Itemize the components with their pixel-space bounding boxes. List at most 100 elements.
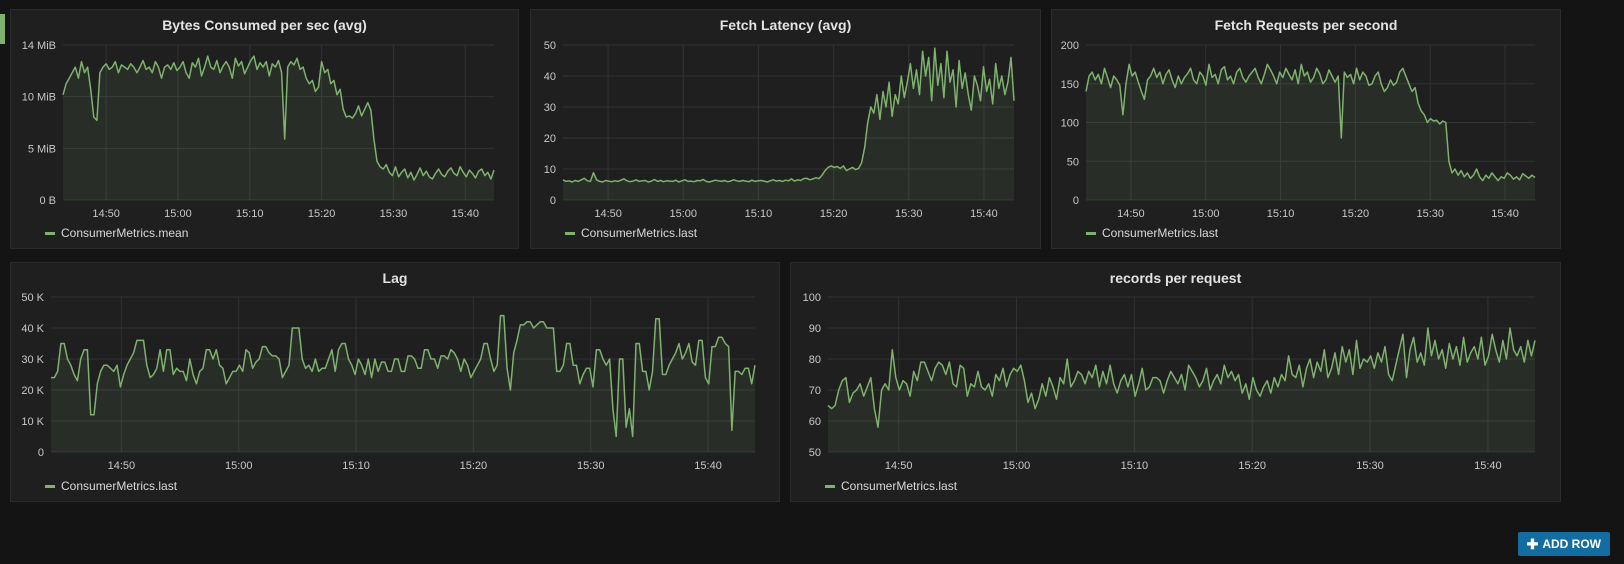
panel-records-per-request: records per request 50 60 70 80 90 100 14:50 15… (790, 262, 1561, 502)
x-tick-label: 15:20 (460, 460, 488, 472)
x-tick-label: 15:20 (820, 208, 848, 220)
series-line (1085, 63, 1536, 182)
y-tick-label: 50 K (21, 292, 44, 304)
panel-title[interactable]: Fetch Requests per second (1214, 17, 1398, 33)
y-tick-label: 90 (809, 323, 821, 335)
y-tick-label: 10 (544, 164, 556, 176)
y-tick-label: 150 (1061, 79, 1079, 91)
series-line (827, 327, 1536, 428)
y-tick-label: 0 B (39, 195, 56, 207)
y-tick-label: 200 (1061, 40, 1079, 52)
panel-title[interactable]: Bytes Consumed per sec (avg) (162, 17, 367, 33)
x-tick-label: 14:50 (885, 460, 913, 472)
y-tick-label: 0 (38, 447, 44, 459)
legend-label: ConsumerMetrics.last (61, 479, 178, 493)
row-collapse-accent[interactable] (0, 14, 5, 44)
series-area (63, 56, 494, 200)
x-tick-label: 15:30 (895, 208, 923, 220)
chart-lag: 0 10 K 20 K 30 K 40 K 50 K 14:50 15:00 15:10 15:2… (21, 292, 756, 472)
chart-fetch-requests: 0 50 100 150 200 14:50 15:00 15:10 15:20 15:30 15:… (1061, 40, 1536, 220)
legend-label: ConsumerMetrics.last (581, 226, 698, 240)
legend[interactable]: ConsumerMetrics.last (45, 479, 177, 493)
series-area (828, 328, 1535, 452)
x-tick-label: 15:10 (1267, 208, 1295, 220)
y-tick-label: 10 K (21, 416, 44, 428)
x-tick-label: 15:20 (308, 208, 336, 220)
y-tick-label: 40 K (21, 323, 44, 335)
y-tick-label: 50 (1067, 156, 1079, 168)
y-tick-label: 100 (803, 292, 821, 304)
x-tick-label: 15:40 (694, 460, 722, 472)
x-tick-label: 15:20 (1238, 460, 1266, 472)
panel-title[interactable]: Lag (382, 270, 408, 286)
x-tick-label: 15:40 (1474, 460, 1502, 472)
x-tick-label: 14:50 (108, 460, 136, 472)
legend-swatch (1086, 231, 1096, 235)
y-tick-label: 14 MiB (22, 40, 56, 52)
y-tick-label: 30 K (21, 354, 44, 366)
x-tick-label: 15:00 (670, 208, 698, 220)
x-tick-label: 15:00 (225, 460, 253, 472)
legend[interactable]: ConsumerMetrics.mean (45, 226, 188, 240)
series-line (62, 55, 495, 181)
y-tick-label: 60 (809, 416, 821, 428)
y-tick-label: 0 (550, 195, 556, 207)
legend-label: ConsumerMetrics.mean (61, 226, 189, 240)
y-tick-label: 50 (809, 447, 821, 459)
x-tick-label: 15:40 (452, 208, 480, 220)
legend-swatch (45, 231, 55, 235)
panel-title[interactable]: records per request (1109, 270, 1242, 286)
panel-lag: Lag 0 10 K 20 K 30 K 40 K 50 K 14:50 15:00 15:10… (10, 262, 780, 502)
x-tick-label: 15:00 (1003, 460, 1031, 472)
y-tick-label: 20 K (21, 385, 44, 397)
x-tick-label: 15:00 (1192, 208, 1220, 220)
x-tick-label: 15:10 (236, 208, 264, 220)
y-tick-label: 70 (809, 385, 821, 397)
x-tick-label: 15:30 (577, 460, 605, 472)
x-tick-label: 15:30 (1356, 460, 1384, 472)
series-area (51, 315, 755, 452)
x-tick-label: 15:10 (1121, 460, 1149, 472)
legend-label: ConsumerMetrics.last (1102, 226, 1219, 240)
panel-bytes-consumed: Bytes Consumed per sec (avg) 0 B 5 MiB 10 … (10, 9, 519, 249)
legend-swatch (565, 231, 575, 235)
x-tick-label: 15:40 (970, 208, 998, 220)
y-tick-label: 50 (544, 40, 556, 52)
chart-bytes-consumed: 0 B 5 MiB 10 MiB 14 MiB 14:50 15:00 15:10 15:20… (22, 40, 495, 220)
panel-title[interactable]: Fetch Latency (avg) (719, 17, 852, 33)
legend[interactable]: ConsumerMetrics.last (565, 226, 697, 240)
x-tick-label: 15:10 (745, 208, 773, 220)
series-area (1086, 64, 1535, 201)
series-area (563, 48, 1014, 200)
y-tick-label: 40 (544, 71, 556, 83)
legend-swatch (45, 484, 55, 488)
panel-fetch-latency: Fetch Latency (avg) 0 10 20 30 40 50 14:50 15:0… (530, 9, 1041, 249)
x-tick-label: 15:40 (1491, 208, 1519, 220)
series-line (51, 314, 756, 438)
panel-fetch-requests: Fetch Requests per second 0 50 100 150 200 14… (1051, 9, 1561, 249)
chart-records-per-request: 50 60 70 80 90 100 14:50 15:00 15:10 15:20 15:30 15… (803, 292, 1536, 472)
x-tick-label: 14:50 (1117, 208, 1145, 220)
y-tick-label: 0 (1073, 195, 1079, 207)
y-tick-label: 80 (809, 354, 821, 366)
y-tick-label: 10 MiB (22, 92, 56, 104)
add-row-label: ADD ROW (1542, 537, 1601, 551)
plus-icon: ✚ (1526, 536, 1539, 552)
y-tick-label: 30 (544, 102, 556, 114)
y-tick-label: 20 (544, 133, 556, 145)
chart-fetch-latency: 0 10 20 30 40 50 14:50 15:00 15:10 15:20 15:30 15:4… (544, 40, 1015, 220)
series-line (562, 47, 1015, 183)
legend[interactable]: ConsumerMetrics.last (825, 479, 957, 493)
legend[interactable]: ConsumerMetrics.last (1086, 226, 1218, 240)
x-tick-label: 15:30 (1416, 208, 1444, 220)
x-tick-label: 15:00 (164, 208, 192, 220)
add-row-button[interactable]: ✚ ADD ROW (1517, 532, 1610, 556)
y-tick-label: 5 MiB (28, 143, 56, 155)
legend-swatch (825, 484, 835, 488)
x-tick-label: 14:50 (594, 208, 622, 220)
legend-label: ConsumerMetrics.last (841, 479, 958, 493)
x-tick-label: 15:30 (380, 208, 408, 220)
x-tick-label: 14:50 (92, 208, 120, 220)
x-tick-label: 15:10 (342, 460, 370, 472)
y-tick-label: 100 (1061, 118, 1079, 130)
